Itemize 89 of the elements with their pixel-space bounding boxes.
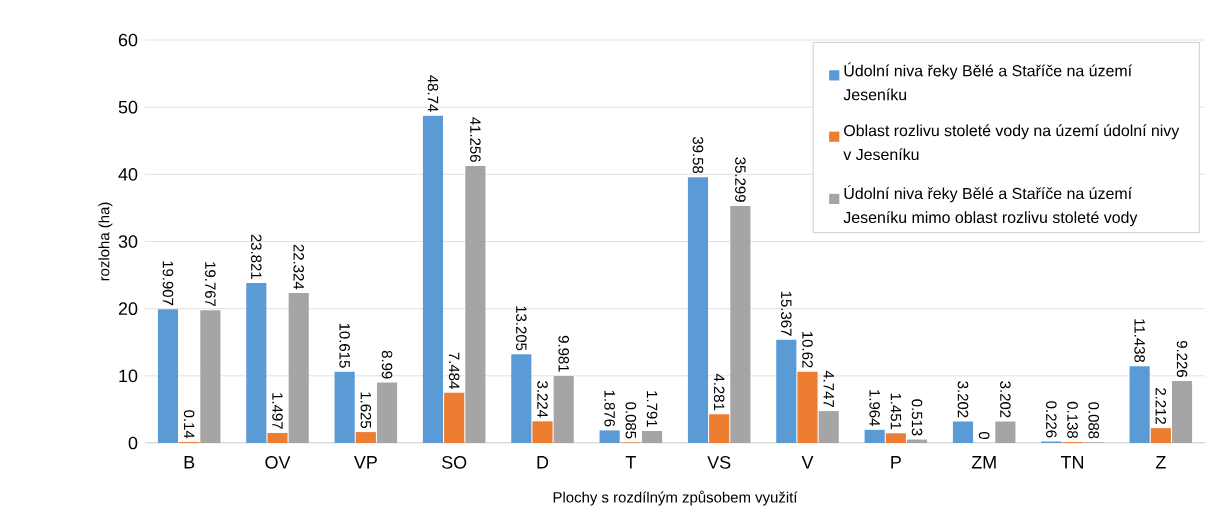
data-label: 0 [978,431,990,440]
y-axis-title: rozloha (ha) [98,202,113,281]
y-tick-label: 0 [128,436,138,450]
data-label: 4.281 [713,373,725,411]
bar [1129,366,1150,443]
x-tick-label: D [537,456,549,469]
x-tick-label: VS [707,456,731,469]
data-label: 0.226 [1046,401,1057,438]
x-axis-title: Plochy s rozdílným způsobem využití [553,490,798,506]
bar [709,414,730,443]
data-label: 35.299 [735,157,746,202]
data-label: 15.367 [781,291,792,336]
bar [288,293,309,443]
y-tick-label: 40 [118,167,138,181]
data-label: 41.256 [470,117,481,162]
y-tick-label: 50 [118,100,138,114]
data-label: 8.99 [381,350,393,379]
data-label: 11.438 [1134,319,1145,363]
bar [864,429,885,443]
x-tick-label: T [625,456,636,469]
x-tick-label: ZM [971,456,996,469]
bar [995,421,1016,443]
bar [818,411,839,443]
data-label: 9.981 [558,335,569,372]
data-label: 7.484 [448,352,460,389]
data-label: 19.907 [162,261,174,306]
bar [511,354,532,443]
y-tick-label: 10 [119,369,138,383]
data-label: 2.212 [1155,388,1167,424]
data-label: 0.085 [625,402,637,439]
y-tick-label: 60 [118,33,138,47]
x-tick-label: P [891,456,901,469]
x-tick-label: TN [1060,456,1084,469]
bar [687,177,709,443]
data-label: 1.497 [272,393,283,429]
x-tick-label: B [184,456,195,469]
bar [1150,428,1171,443]
data-label: 3.202 [957,381,969,418]
bar [200,310,221,443]
bar [422,115,444,443]
data-label: 48.74 [427,75,439,112]
bar [157,309,179,443]
bar [553,375,574,443]
legend-label: Oblast rozlivu stoleté vody na území údolní nivy v Jeseníku [843,124,1180,161]
data-label: 1.791 [646,391,658,427]
bar [641,430,663,443]
data-label: 0.088 [1088,402,1100,439]
bar [599,430,620,443]
data-label: 1.964 [869,390,880,426]
bar [730,205,751,443]
bar [885,433,906,443]
data-label: 10.615 [339,323,350,368]
data-label: 13.205 [516,306,527,351]
bar [267,432,288,443]
bar [376,382,398,443]
bar [465,165,486,443]
y-tick-label: 20 [118,302,138,316]
legend-label: Údolní niva řeky Bělé a Staříče na území Jeseníku mimo oblast rozlivu stoleté vody [843,185,1138,227]
data-label: 19.767 [205,262,216,307]
x-tick-label: V [801,456,814,469]
data-label: 3.202 [1000,381,1011,418]
bar [952,421,974,443]
bar [355,432,376,443]
bar [246,283,267,443]
data-label: 39.58 [692,136,704,174]
legend-label: Údolní niva řeky Bělé a Staříče na území Jeseníku [843,62,1133,101]
x-tick-label: VP [353,456,377,469]
data-label: 23.821 [251,234,262,279]
data-label: 3.224 [537,381,548,418]
data-label: 0.14 [183,410,195,439]
data-label: 1.876 [604,390,615,427]
data-label: 4.747 [823,370,834,407]
bar [334,371,355,443]
bar [776,339,797,443]
data-label: 22.324 [293,244,304,290]
data-label: 10.62 [802,332,813,368]
x-tick-label: Z [1155,456,1166,469]
bar [797,371,818,443]
data-label: 1.451 [890,393,902,430]
data-label: 0.513 [911,399,923,436]
bar [444,392,465,443]
y-tick-label: 30 [118,235,138,248]
bar [1171,381,1193,443]
data-label: 1.625 [360,392,372,429]
x-tick-label: SO [442,456,467,469]
x-tick-label: OV [265,456,291,469]
bar [532,421,553,443]
data-label: 9.226 [1176,340,1188,377]
data-label: 0.138 [1067,401,1078,439]
